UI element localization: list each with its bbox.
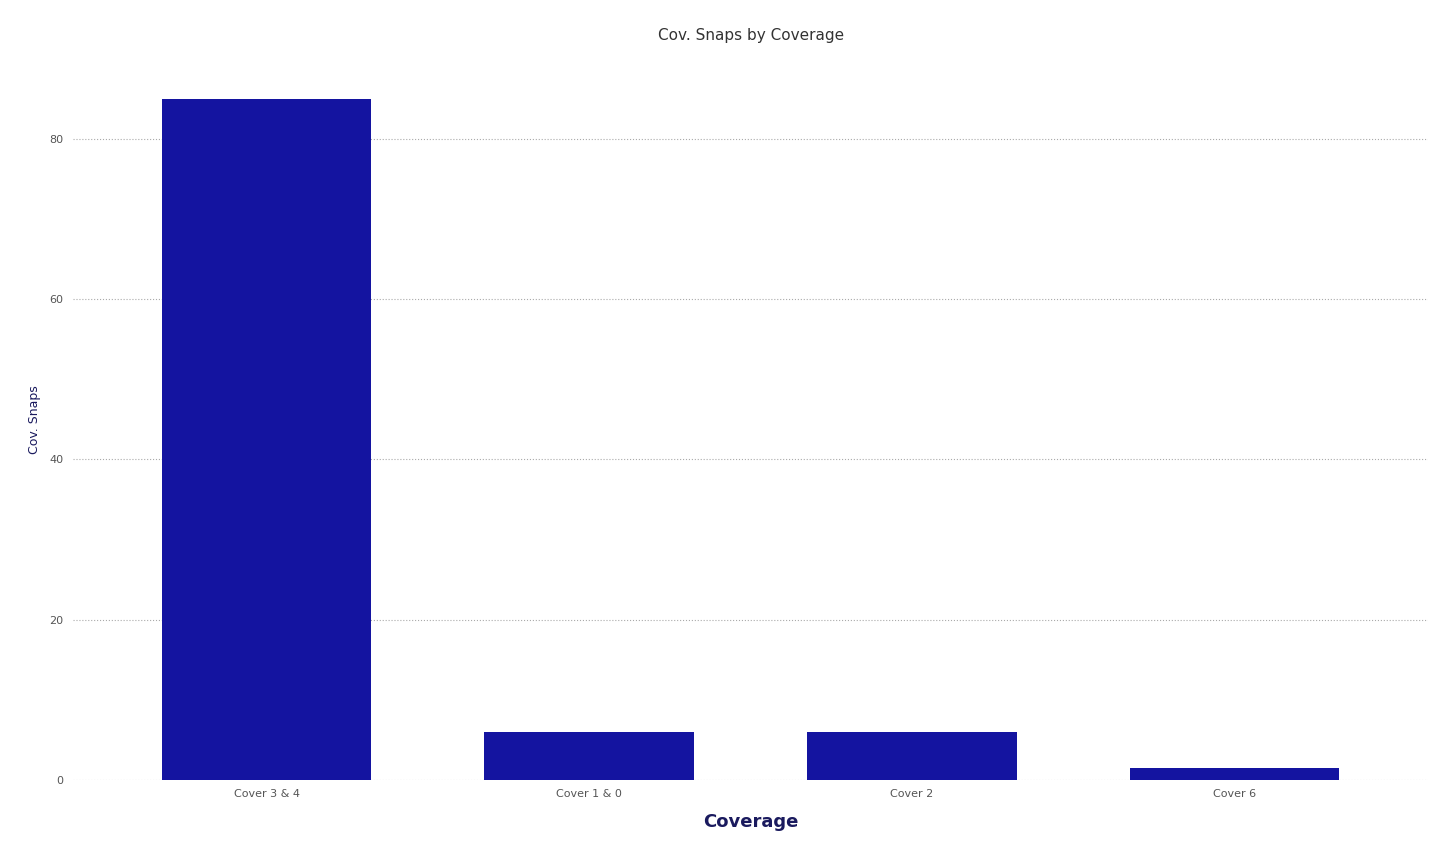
Bar: [1130, 768, 1340, 780]
Bar: [807, 732, 1016, 780]
Bar: [485, 732, 695, 780]
Bar: [162, 100, 371, 780]
X-axis label: Coverage: Coverage: [703, 813, 798, 832]
Title: Cov. Snaps by Coverage: Cov. Snaps by Coverage: [658, 27, 843, 43]
Y-axis label: Cov. Snaps: Cov. Snaps: [28, 385, 41, 454]
